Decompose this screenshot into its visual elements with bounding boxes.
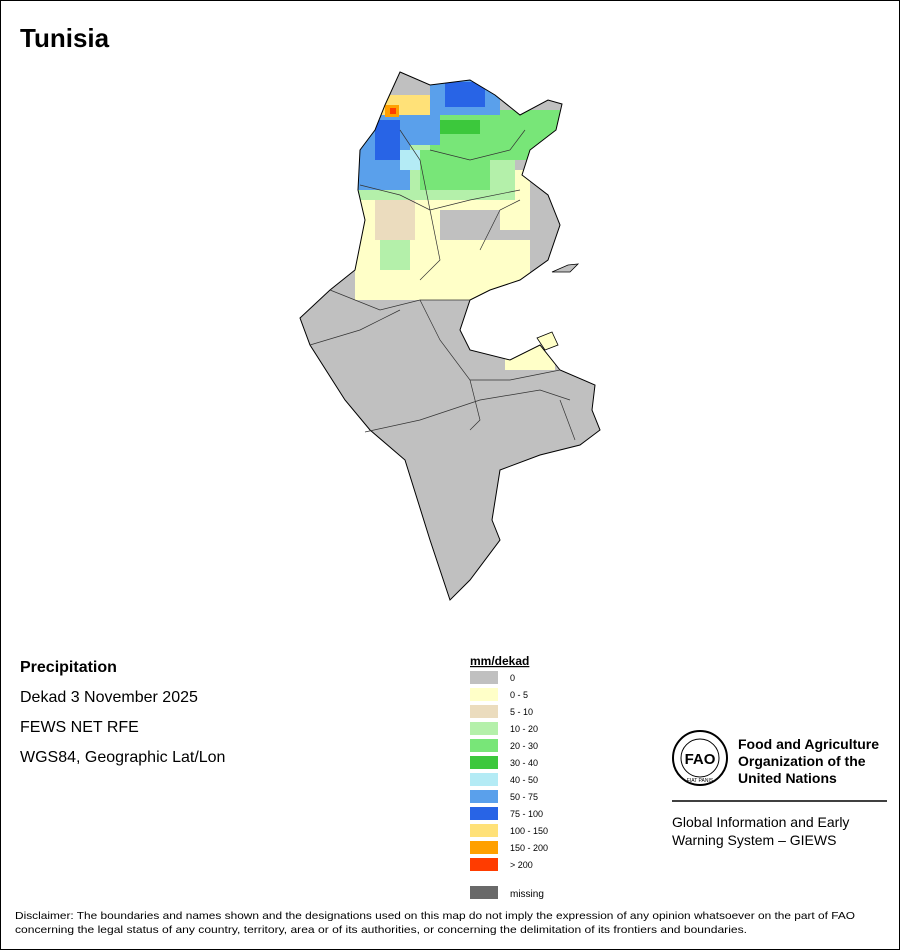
logo-acronym: FAO (685, 751, 716, 768)
legend-label: 10 - 20 (510, 724, 538, 734)
legend-label: 0 - 5 (510, 690, 528, 700)
legend-label: 100 - 150 (510, 826, 548, 836)
info-line: WGS84, Geographic Lat/Lon (20, 749, 225, 766)
legend-swatch (470, 688, 498, 701)
fao-logo: FAO FIAT PANIS (672, 730, 728, 786)
legend-swatch (470, 756, 498, 769)
legend-swatch (470, 841, 498, 854)
legend-swatch (470, 790, 498, 803)
legend-swatch (470, 773, 498, 786)
org-name: Organization of the (738, 753, 866, 769)
org-name: United Nations (738, 770, 837, 786)
system-name: Global Information and Early (672, 814, 849, 830)
map-title: Tunisia (20, 23, 110, 53)
info-line: Dekad 3 November 2025 (20, 689, 198, 706)
legend-label: 50 - 75 (510, 792, 538, 802)
legend-swatch (470, 671, 498, 684)
legend-swatch (470, 807, 498, 820)
legend-swatch (470, 739, 498, 752)
legend-label: > 200 (510, 860, 533, 870)
disclaimer: Disclaimer: The boundaries and names sho… (15, 910, 855, 922)
legend-label: 0 (510, 673, 515, 683)
legend-swatch (470, 722, 498, 735)
legend-label: 40 - 50 (510, 775, 538, 785)
legend-swatch (470, 824, 498, 837)
legend-swatch (470, 858, 498, 871)
system-name: Warning System – GIEWS (672, 832, 836, 848)
legend-label: 150 - 200 (510, 843, 548, 853)
legend-label: 75 - 100 (510, 809, 543, 819)
logo-motto: FIAT PANIS (687, 778, 714, 784)
legend-label: 30 - 40 (510, 758, 538, 768)
org-name: Food and Agriculture (738, 736, 879, 752)
info-line: FEWS NET RFE (20, 719, 139, 736)
legend-title: mm/dekad (470, 654, 529, 668)
legend-label: 20 - 30 (510, 741, 538, 751)
legend-swatch (470, 705, 498, 718)
info-heading: Precipitation (20, 659, 117, 676)
disclaimer: concerning the legal status of any count… (15, 924, 747, 936)
legend-label: 5 - 10 (510, 707, 533, 717)
legend-swatch (470, 886, 498, 899)
legend-label: missing (510, 889, 544, 900)
